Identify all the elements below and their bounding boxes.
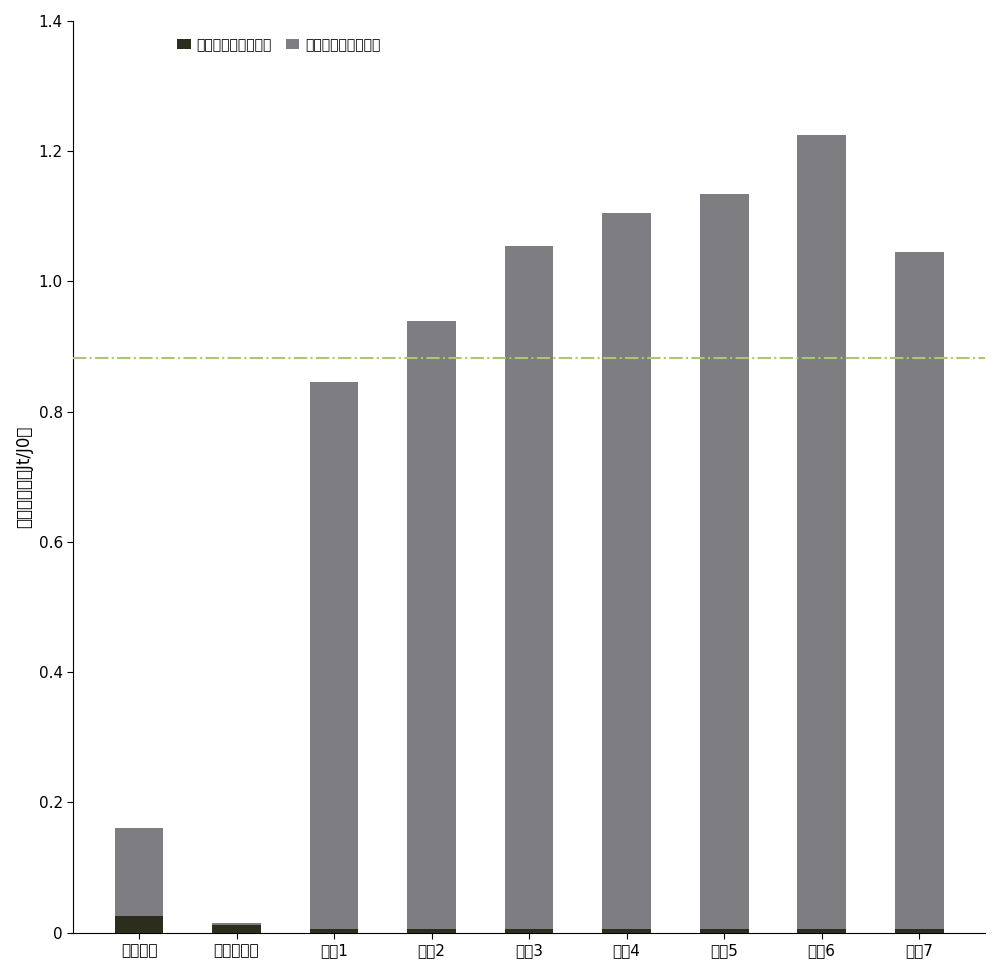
Bar [797,929,846,932]
Bar [602,213,651,929]
Bar [407,929,456,932]
Bar [700,194,749,929]
Bar [700,929,749,932]
Bar [115,828,163,917]
Bar [212,922,261,924]
Bar [310,929,358,932]
Bar [407,320,456,929]
Bar [602,929,651,932]
Bar [115,917,163,932]
Bar [505,245,553,929]
Bar [797,135,846,929]
Bar [212,924,261,932]
Bar [895,929,944,932]
Bar [895,252,944,929]
Legend: 污染后的归一化通量, 清洗后的通量恢复率: 污染后的归一化通量, 清洗后的通量恢复率 [171,32,386,57]
Bar [310,382,358,929]
Y-axis label: 通量恢复率（Jt/J0）: 通量恢复率（Jt/J0） [15,425,33,528]
Bar [505,929,553,932]
